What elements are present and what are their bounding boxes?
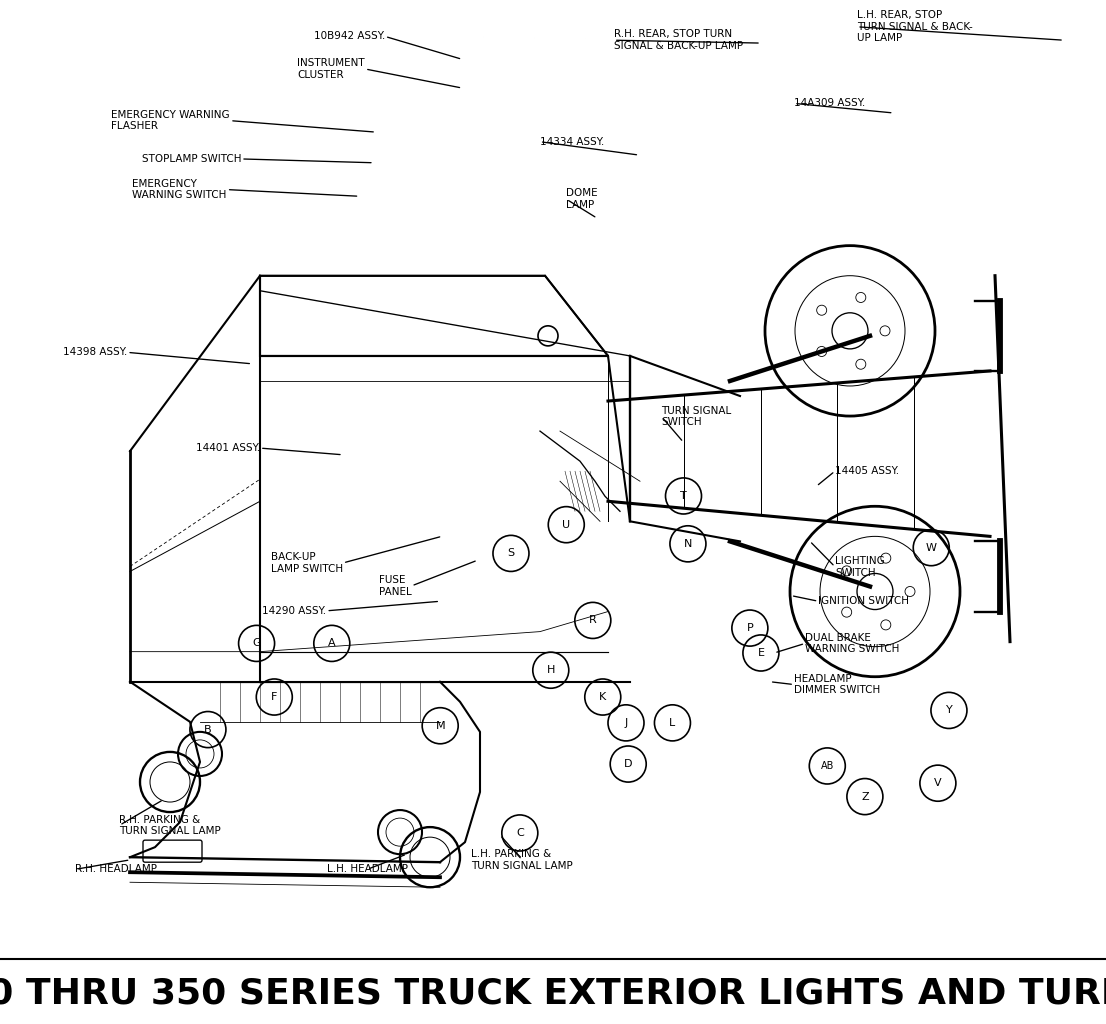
Text: W: W: [926, 543, 937, 553]
Text: K: K: [599, 692, 606, 702]
Text: EMERGENCY WARNING
FLASHER: EMERGENCY WARNING FLASHER: [112, 110, 230, 131]
Text: LIGHTING
SWITCH: LIGHTING SWITCH: [835, 556, 885, 578]
Text: F: F: [271, 692, 278, 702]
Text: L: L: [669, 718, 676, 728]
Text: D: D: [624, 759, 633, 769]
Text: TURN SIGNAL
SWITCH: TURN SIGNAL SWITCH: [661, 406, 732, 427]
Text: 1968 F-100 THRU 350 SERIES TRUCK EXTERIOR LIGHTS AND TURN SIGNALS: 1968 F-100 THRU 350 SERIES TRUCK EXTERIO…: [0, 976, 1106, 1010]
Text: C: C: [515, 828, 524, 838]
Text: U: U: [562, 519, 571, 529]
Text: R: R: [588, 615, 597, 626]
Text: R.H. PARKING &
TURN SIGNAL LAMP: R.H. PARKING & TURN SIGNAL LAMP: [119, 814, 221, 837]
Text: J: J: [625, 718, 627, 728]
Text: B: B: [205, 725, 211, 734]
Text: INSTRUMENT
CLUSTER: INSTRUMENT CLUSTER: [298, 58, 365, 80]
Text: R.H. HEADLAMP: R.H. HEADLAMP: [75, 864, 157, 874]
Text: AB: AB: [821, 761, 834, 771]
Text: M: M: [436, 721, 445, 731]
Text: 14405 ASSY.: 14405 ASSY.: [835, 466, 899, 476]
Text: 14398 ASSY.: 14398 ASSY.: [63, 347, 127, 357]
Text: 14A309 ASSY.: 14A309 ASSY.: [794, 98, 865, 109]
Text: H: H: [546, 666, 555, 675]
Text: Z: Z: [862, 792, 868, 802]
Text: 14401 ASSY.: 14401 ASSY.: [196, 443, 260, 453]
Text: L.H. PARKING &
TURN SIGNAL LAMP: L.H. PARKING & TURN SIGNAL LAMP: [471, 849, 573, 870]
Text: EMERGENCY
WARNING SWITCH: EMERGENCY WARNING SWITCH: [133, 179, 227, 201]
Text: L.H. REAR, STOP
TURN SIGNAL & BACK-
UP LAMP: L.H. REAR, STOP TURN SIGNAL & BACK- UP L…: [857, 10, 973, 43]
Text: BACK-UP
LAMP SWITCH: BACK-UP LAMP SWITCH: [271, 552, 343, 573]
Text: E: E: [758, 648, 764, 658]
Text: 14334 ASSY.: 14334 ASSY.: [540, 136, 604, 146]
Text: G: G: [252, 638, 261, 648]
Text: 10B942 ASSY.: 10B942 ASSY.: [314, 32, 385, 41]
Text: P: P: [747, 623, 753, 633]
Text: STOPLAMP SWITCH: STOPLAMP SWITCH: [142, 154, 241, 164]
Text: A: A: [328, 638, 335, 648]
Text: V: V: [935, 778, 941, 788]
Text: HEADLAMP
DIMMER SWITCH: HEADLAMP DIMMER SWITCH: [794, 674, 880, 695]
Text: DOME
LAMP: DOME LAMP: [566, 188, 598, 210]
Text: S: S: [508, 549, 514, 558]
Text: IGNITION SWITCH: IGNITION SWITCH: [818, 596, 909, 606]
Text: Y: Y: [946, 706, 952, 716]
Text: DUAL BRAKE
WARNING SWITCH: DUAL BRAKE WARNING SWITCH: [805, 633, 899, 654]
Text: N: N: [684, 539, 692, 549]
Text: T: T: [680, 490, 687, 501]
Text: FUSE
PANEL: FUSE PANEL: [378, 575, 411, 597]
Text: 14290 ASSY.: 14290 ASSY.: [262, 606, 326, 615]
Text: R.H. REAR, STOP TURN
SIGNAL & BACK-UP LAMP: R.H. REAR, STOP TURN SIGNAL & BACK-UP LA…: [614, 30, 743, 51]
Text: L.H. HEADLAMP: L.H. HEADLAMP: [326, 864, 408, 874]
